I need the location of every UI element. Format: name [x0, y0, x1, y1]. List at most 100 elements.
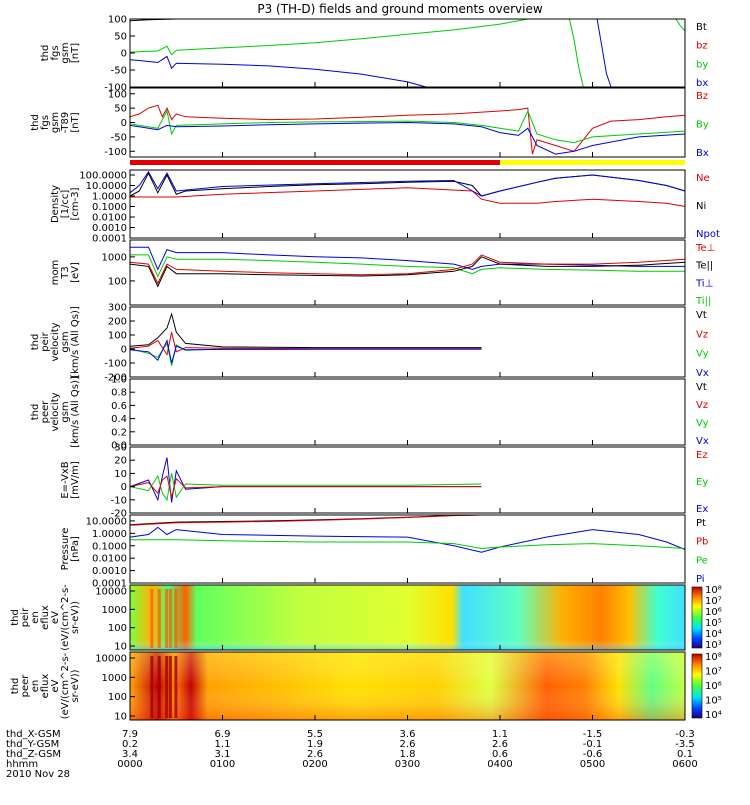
panel-0-series-5	[675, 18, 686, 32]
colorbar-label-8-5: 10³	[705, 640, 722, 651]
ytick-label-9-0: 10000	[95, 654, 127, 665]
xaxis-value-0-4: 1.1	[492, 729, 508, 740]
xaxis-value-2-4: 0.6	[492, 749, 508, 760]
xaxis-value-1-6: -3.5	[675, 739, 695, 750]
date-label: 2010 Nov 28	[6, 769, 70, 780]
panel-4-series-2	[129, 332, 482, 356]
colorbar-label-9-1: 10⁷	[705, 667, 722, 678]
ylabel-4-0: thd	[30, 334, 41, 351]
panel-1-series-1	[129, 109, 686, 144]
ytick-label-4-5: -200	[104, 373, 127, 384]
legend-4-3: Vx	[696, 368, 709, 379]
ylabel-5-4: [km/s (All Qs)]	[70, 376, 81, 448]
ytick-label-0-4: -100	[104, 83, 127, 94]
ylabel-2-1: [1/cc]	[60, 190, 71, 219]
xaxis-value-2-6: 0.1	[677, 749, 693, 760]
ytick-label-2-6: 0.0001	[92, 234, 127, 245]
xaxis-value-3-3: 0300	[395, 759, 420, 770]
xaxis-value-0-3: 3.6	[400, 729, 416, 740]
xaxis-value-2-5: -0.6	[583, 749, 603, 760]
spectrogram-streak-9-0	[150, 656, 154, 718]
legend-4-0: Vt	[696, 310, 707, 321]
ylabel-3-1: T3	[60, 266, 71, 279]
panel-0-series-3	[568, 18, 584, 88]
ytick-label-9-1: 1000	[102, 673, 127, 684]
colorbar-label-9-0: 10⁸	[705, 652, 722, 663]
xaxis-value-3-1: 0100	[210, 759, 235, 770]
ylabel-1-3: -T89	[60, 112, 71, 134]
ytick-label-8-0: 10000	[95, 587, 127, 598]
legend-1-2: Bx	[696, 148, 709, 159]
legend-6-1: Ey	[696, 477, 708, 488]
legend-2-1: Ni	[696, 201, 706, 212]
legend-3-0: Te⊥	[695, 243, 715, 254]
xaxis-value-1-5: -0.1	[583, 739, 603, 750]
ylabel-8-2: en	[30, 611, 41, 624]
ytick-label-7-3: 0.0100	[92, 554, 127, 565]
ytick-label-5-5: 0.0	[111, 441, 127, 452]
spectrogram-streak-9-1	[157, 656, 161, 718]
frame-layer	[129, 18, 703, 721]
ytick-label-4-3: 0	[121, 345, 127, 356]
ytick-label-7-2: 0.1000	[92, 541, 127, 552]
ytick-label-7-5: 0.0001	[92, 579, 127, 590]
xaxis-value-3-5: 0500	[580, 759, 605, 770]
status-bar-red	[130, 160, 500, 165]
colorbar-8	[691, 586, 703, 649]
spectrogram-streak-8-1	[157, 589, 161, 648]
legend-3-1: Te||	[695, 261, 713, 272]
panel-frame-2	[129, 169, 686, 239]
xaxis-value-0-2: 5.5	[307, 729, 323, 740]
xaxis-value-0-5: -1.5	[583, 729, 603, 740]
chart-title: P3 (TH-D) fields and ground moments over…	[257, 2, 542, 16]
spectrogram-shade-9	[130, 652, 685, 720]
panel-4-series-1	[129, 342, 482, 366]
ylabel-1-4: [nT]	[70, 112, 81, 132]
ytick-label-7-0: 10.0000	[86, 516, 127, 527]
panel-frame-3	[129, 239, 686, 306]
panel-frame-0	[129, 18, 686, 88]
series-layer	[129, 18, 686, 553]
xaxis-value-2-2: 2.6	[307, 749, 323, 760]
ytick-label-1-2: 0	[121, 118, 127, 129]
colorbar-label-8-3: 10⁵	[705, 618, 722, 629]
panel-2-series-1	[130, 187, 686, 207]
xaxis-row-label-2: thd_Z-GSM	[6, 749, 61, 760]
panel-0-series-1	[129, 18, 537, 56]
legend-1-1: By	[696, 120, 709, 131]
ytick-label-6-1: 20	[114, 456, 127, 467]
ylabel-1-0: thd	[30, 114, 41, 131]
legend-6-2: Ex	[696, 504, 708, 515]
ylabel-9-0: thd	[10, 678, 21, 695]
ylabel-1-2: gsm	[50, 112, 61, 133]
spectrogram-streak-8-3	[168, 589, 172, 648]
legend-3-2: Ti⊥	[695, 278, 713, 289]
ytick-label-6-3: 0	[121, 482, 127, 493]
ylabel-5-3: gsm	[60, 401, 71, 422]
panel-1-series-2	[129, 121, 686, 155]
xaxis-row-label-0: thd_X-GSM	[6, 729, 61, 740]
panel-7-series-1	[129, 514, 482, 526]
xaxis-row-label-3: hhmm	[6, 759, 38, 770]
panel-4-series-0	[129, 312, 482, 349]
legend-0-2: by	[696, 59, 708, 70]
ytick-label-3-1: 100	[108, 276, 127, 287]
xaxis-value-3-2: 0200	[302, 759, 327, 770]
xaxis-value-3-4: 0400	[487, 759, 512, 770]
panel-frame-6	[129, 446, 686, 514]
ytick-label-0-1: 50	[114, 32, 127, 43]
xaxis-row-label-1: thd_Y-GSM	[6, 739, 59, 750]
panel-3-series-3	[129, 256, 686, 288]
ylabel-4-3: gsm	[60, 331, 71, 352]
ylabel-0-2: gsm	[60, 42, 71, 63]
legend-5-2: Vy	[696, 418, 709, 429]
ylabel-2-2: [cm-3]	[70, 187, 81, 220]
panel-6-series-1	[129, 473, 482, 502]
status-bar-yellow	[500, 160, 685, 165]
ylabel-6-1: [mV/m]	[70, 461, 81, 499]
xaxis-value-2-1: 3.1	[215, 749, 231, 760]
legend-4-1: Vz	[696, 329, 708, 340]
ytick-label-6-2: 10	[114, 469, 127, 480]
